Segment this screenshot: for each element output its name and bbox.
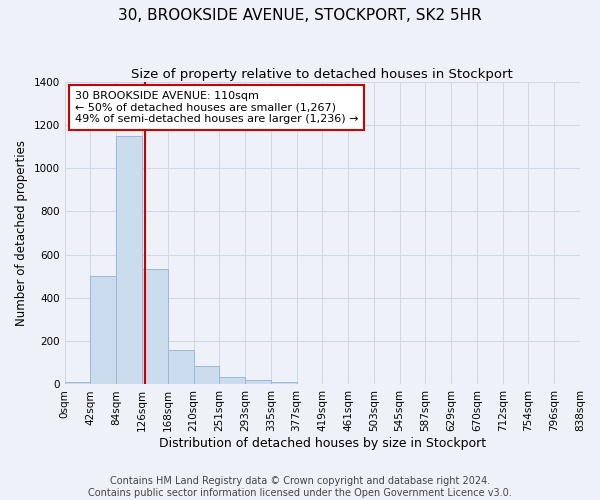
Bar [271, 382, 296, 384]
X-axis label: Distribution of detached houses by size in Stockport: Distribution of detached houses by size … [159, 437, 486, 450]
Bar [116, 136, 142, 384]
Bar [168, 350, 193, 384]
Bar [245, 380, 271, 384]
Text: 30 BROOKSIDE AVENUE: 110sqm
← 50% of detached houses are smaller (1,267)
49% of : 30 BROOKSIDE AVENUE: 110sqm ← 50% of det… [75, 91, 358, 124]
Text: Contains HM Land Registry data © Crown copyright and database right 2024.
Contai: Contains HM Land Registry data © Crown c… [88, 476, 512, 498]
Y-axis label: Number of detached properties: Number of detached properties [15, 140, 28, 326]
Title: Size of property relative to detached houses in Stockport: Size of property relative to detached ho… [131, 68, 513, 80]
Text: 30, BROOKSIDE AVENUE, STOCKPORT, SK2 5HR: 30, BROOKSIDE AVENUE, STOCKPORT, SK2 5HR [118, 8, 482, 22]
Bar [142, 268, 168, 384]
Bar [219, 377, 245, 384]
Bar [91, 276, 116, 384]
Bar [193, 366, 219, 384]
Bar [65, 382, 91, 384]
